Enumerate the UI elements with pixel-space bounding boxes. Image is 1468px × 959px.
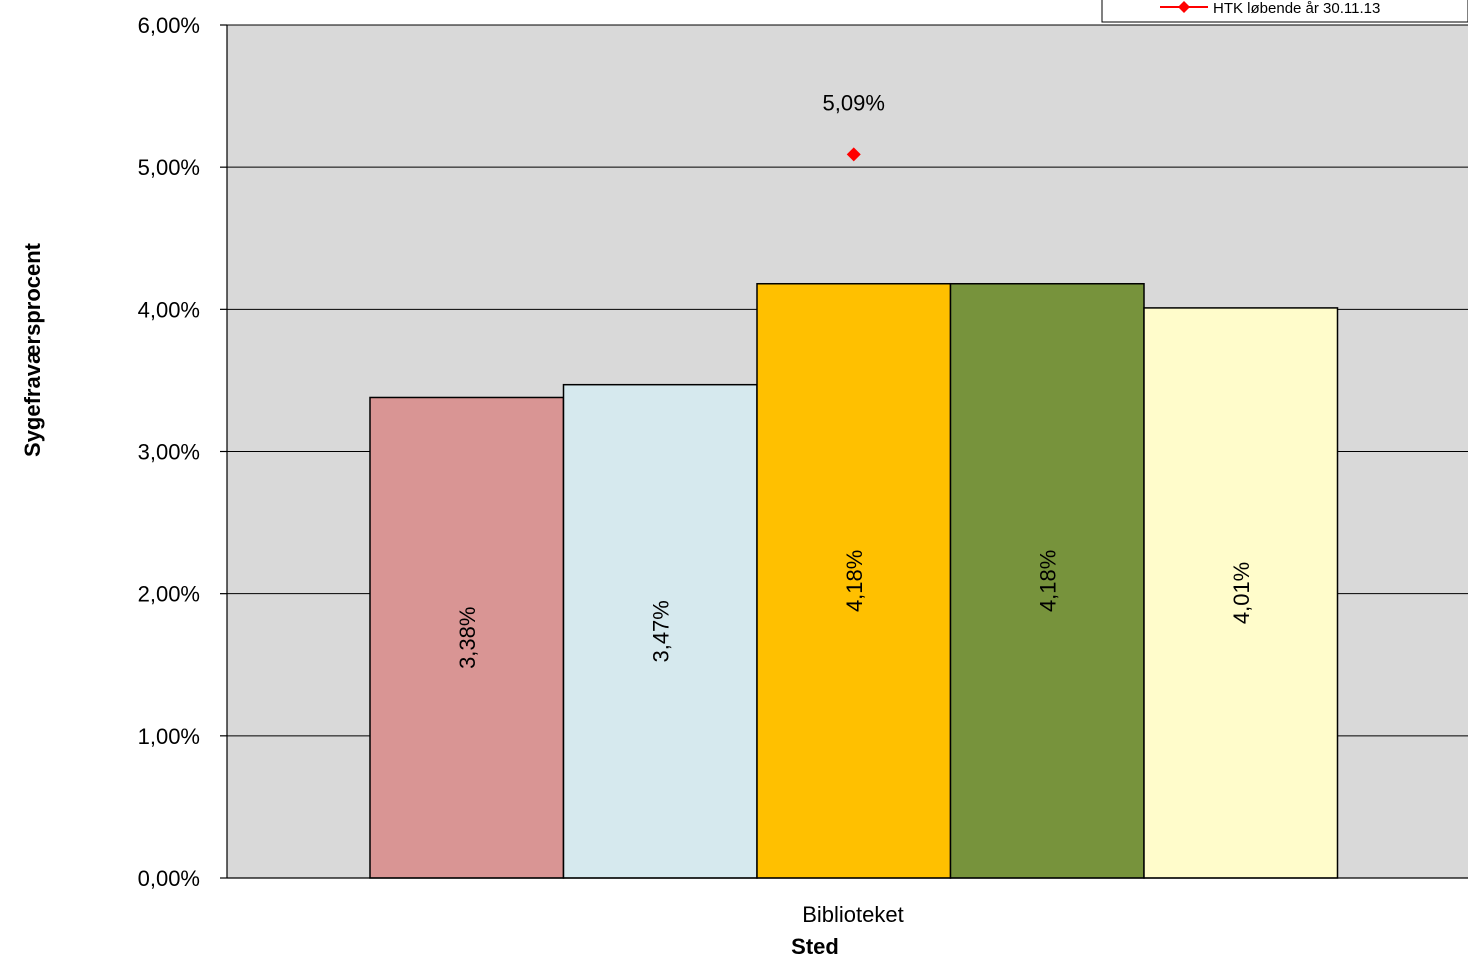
x-category-label: Biblioteket bbox=[802, 902, 904, 927]
bar bbox=[562, 383, 758, 879]
legend-entry-label: HTK løbende år 30.11.13 bbox=[1213, 0, 1380, 17]
y-tick-label: 3,00% bbox=[138, 440, 200, 465]
legend: HTK løbende år 30.11.13 bbox=[1101, 0, 1468, 23]
y-tick-label: 6,00% bbox=[138, 13, 200, 38]
y-tick-label: 5,00% bbox=[138, 155, 200, 180]
legend-box bbox=[1101, 0, 1468, 23]
bar bbox=[756, 282, 952, 879]
y-tick-label: 1,00% bbox=[138, 724, 200, 749]
bar bbox=[1143, 307, 1339, 879]
x-axis-title: Sted bbox=[791, 934, 839, 959]
y-axis-title: Sygefraværsprocent bbox=[20, 242, 45, 457]
bar-data-label: 4,18% bbox=[842, 550, 867, 612]
bar bbox=[949, 282, 1145, 879]
y-ticks: 0,00% 1,00% 2,00% 3,00% 4,00% 5,00% 6,00% bbox=[138, 13, 227, 891]
point-marker bbox=[846, 147, 861, 162]
bars: 3,38% 3,47% 4,18% 4,18% 4,01% bbox=[369, 282, 1339, 879]
points: 5,09% bbox=[823, 90, 885, 162]
bar-data-label: 4,01% bbox=[1229, 562, 1254, 624]
bar-data-label: 4,18% bbox=[1035, 550, 1060, 612]
bar-data-label: 3,47% bbox=[648, 600, 673, 662]
y-tick-label: 4,00% bbox=[138, 297, 200, 322]
y-tick-label: 0,00% bbox=[138, 866, 200, 891]
legend-diamond-icon bbox=[1178, 1, 1190, 13]
bar-data-label: 3,38% bbox=[455, 607, 480, 669]
y-tick-label: 2,00% bbox=[138, 582, 200, 607]
point-data-label: 5,09% bbox=[823, 90, 885, 115]
